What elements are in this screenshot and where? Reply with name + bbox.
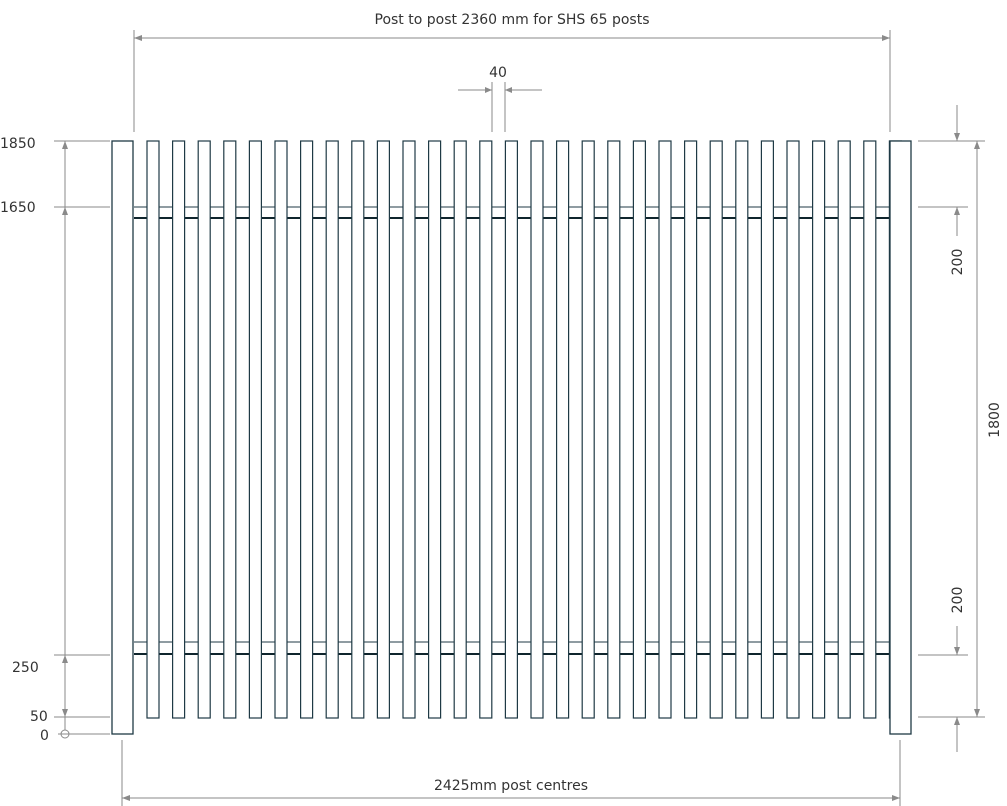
bottom-dimension-label: 2425mm post centres xyxy=(434,778,588,794)
fence-post-left xyxy=(111,140,134,735)
fence-slat xyxy=(504,140,518,719)
fence-slat xyxy=(197,140,211,719)
fence-slat xyxy=(683,140,698,719)
fence-slat xyxy=(735,140,749,719)
fence-slat xyxy=(376,140,390,719)
fence-slat xyxy=(274,140,288,719)
fence-slat xyxy=(863,140,877,719)
right-total-arrow-top xyxy=(974,141,980,149)
bottom-rail-offset-label: 200 xyxy=(950,587,966,614)
fence-slat xyxy=(811,140,826,719)
left-dim-arrow-1650 xyxy=(62,207,68,215)
top-dimension-label: Post to post 2360 mm for SHS 65 posts xyxy=(375,12,650,28)
bottom-dimension-arrow-left xyxy=(122,795,130,801)
top-rail-offset-label: 200 xyxy=(950,249,966,276)
fence-slat xyxy=(146,140,160,719)
fence-slat xyxy=(351,140,365,719)
left-dim-arrow-50 xyxy=(62,709,68,717)
left-dim-arrow-250 xyxy=(62,655,68,663)
bottom-dimension-arrow-right xyxy=(892,795,900,801)
right-total-arrow-bottom xyxy=(974,709,980,717)
fence-slat xyxy=(786,140,800,719)
fence-slat xyxy=(248,140,262,719)
fence-panel xyxy=(111,140,912,735)
fence-slat xyxy=(555,140,570,719)
fence-slat xyxy=(760,140,775,719)
fence-post-right xyxy=(889,140,912,735)
level-label-250: 250 xyxy=(12,660,39,676)
slat-gap-label: 40 xyxy=(489,65,507,81)
fence-slat xyxy=(402,140,416,719)
fence-slat xyxy=(479,140,493,719)
top-dimension-arrow-right xyxy=(882,35,890,41)
fence-slat xyxy=(530,140,544,719)
fence-slat xyxy=(607,140,621,719)
top-dimension-arrow-left xyxy=(134,35,142,41)
fence-slat xyxy=(325,140,339,719)
total-height-label: 1800 xyxy=(987,402,1003,438)
level-label-1850: 1850 xyxy=(0,136,36,152)
right-bottom-arrow xyxy=(954,717,960,725)
right-bottom-rail-arrow xyxy=(954,647,960,655)
fence-slat xyxy=(709,140,723,719)
fence-slat xyxy=(428,140,442,719)
fence-slat xyxy=(453,140,467,719)
fence-slat xyxy=(172,140,186,719)
right-top-arrow xyxy=(954,133,960,141)
level-label-0: 0 xyxy=(40,728,49,744)
level-label-1650: 1650 xyxy=(0,200,36,216)
fence-slat xyxy=(658,140,672,719)
fence-slat xyxy=(300,140,314,719)
fence-slat xyxy=(632,140,647,719)
fence-slat xyxy=(581,140,595,719)
fence-slat xyxy=(837,140,851,719)
slat-gap-arrow-right xyxy=(505,87,512,93)
slat-gap-arrow-left xyxy=(485,87,492,93)
right-top-rail-arrow xyxy=(954,207,960,215)
level-label-50: 50 xyxy=(30,709,48,725)
fence-slat xyxy=(223,140,237,719)
left-dim-arrow-1850 xyxy=(62,141,68,149)
